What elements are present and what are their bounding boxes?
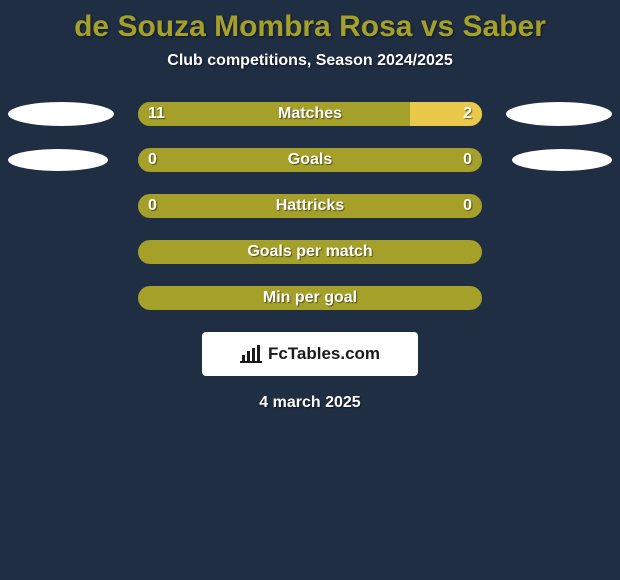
stat-bar: Goals per match [138,240,482,264]
footer-logo[interactable]: FcTables.com [202,332,418,376]
stats-area: Matches112Goals00Hattricks00Goals per ma… [0,102,620,310]
footer-logo-text: FcTables.com [268,344,380,364]
stat-row: Goals0 0 [0,148,620,172]
stat-label: Goals per match [138,240,482,264]
stat-bar: Min per goal [138,286,482,310]
chart-icon [240,345,262,363]
stat-label: Min per goal [138,286,482,310]
stat-bar: Hattricks0 0 [138,194,482,218]
player-ellipse-right [512,149,612,171]
stat-row: Hattricks0 0 [0,194,620,218]
player-ellipse-right [506,102,612,126]
stat-bar: Goals0 0 [138,148,482,172]
player-ellipse-left [8,102,114,126]
stat-value-left: 0 [148,148,157,172]
date: 4 march 2025 [0,394,620,412]
stat-row: Min per goal [0,286,620,310]
page-title: de Souza Mombra Rosa vs Saber [0,0,620,44]
stat-bar: Matches11 2 [138,102,482,126]
stat-value-left: 11 [148,102,165,126]
stat-value-right: 2 [463,102,472,126]
stat-label: Goals [138,148,482,172]
stat-value-right: 0 [463,148,472,172]
stat-row: Goals per match [0,240,620,264]
comparison-card: de Souza Mombra Rosa vs Saber Club compe… [0,0,620,580]
player-ellipse-left [8,149,108,171]
stat-value-left: 0 [148,194,157,218]
stat-value-right: 0 [463,194,472,218]
stat-label: Hattricks [138,194,482,218]
subtitle: Club competitions, Season 2024/2025 [0,52,620,70]
stat-row: Matches11 2 [0,102,620,126]
stat-label: Matches [138,102,482,126]
